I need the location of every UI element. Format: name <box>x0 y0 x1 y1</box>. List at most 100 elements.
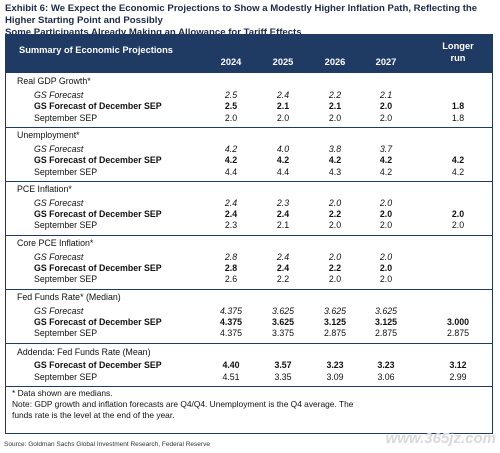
year-header: 2026 <box>324 57 346 67</box>
table-row: GS Forecast 2.4 2.3 2.0 2.0 <box>6 198 492 209</box>
row-label: GS Forecast of December SEP <box>34 316 162 327</box>
table-row: September SEP 2.3 2.1 2.0 2.0 2.0 <box>6 220 492 231</box>
projections-table: Summary of Economic Projections 2024 202… <box>5 34 493 434</box>
cell-longer-run: 1.8 <box>451 112 465 123</box>
cell-value: 3.23 <box>377 359 395 370</box>
cell-value: 2.4 <box>224 209 238 220</box>
table-row: GS Forecast 2.5 2.4 2.2 2.1 <box>6 90 492 101</box>
row-label: Unemployment* <box>17 129 80 140</box>
cell-value: 4.2 <box>328 155 342 166</box>
section-divider <box>6 126 492 128</box>
cell-value: 2.0 <box>328 274 342 285</box>
section-divider <box>6 386 492 388</box>
cell-value: 2.4 <box>276 251 290 262</box>
cell-value: 3.125 <box>323 316 346 327</box>
cell-longer-run: 3.000 <box>446 316 469 327</box>
exhibit-title-line-2: Some Participants Already Making an Allo… <box>5 27 302 38</box>
section-heading: Fed Funds Rate* (Median) <box>6 292 492 303</box>
cell-value: 2.2 <box>328 263 342 273</box>
cell-value: 2.1 <box>276 101 290 112</box>
table-row: September SEP 2.0 2.0 2.0 2.0 1.8 <box>6 113 492 124</box>
cell-value: 2.5 <box>224 90 238 100</box>
cell-value: 3.09 <box>326 371 344 382</box>
cell-value: 2.0 <box>379 274 393 285</box>
table-row: GS Forecast 4.2 4.0 3.8 3.7 <box>6 144 492 155</box>
cell-longer-run: 3.12 <box>449 359 467 370</box>
table-row: September SEP 4.4 4.4 4.3 4.2 4.2 <box>6 167 492 178</box>
cell-value: 2.1 <box>379 90 393 100</box>
longer-run-header: Longer run <box>442 41 474 63</box>
row-label: September SEP <box>34 112 98 123</box>
footnote: * Data shown are medians. <box>12 388 113 399</box>
cell-value: 2.3 <box>224 220 238 231</box>
cell-value: 2.875 <box>323 328 346 339</box>
cell-value: 3.35 <box>274 371 292 382</box>
row-label: GS Forecast of December SEP <box>34 101 162 112</box>
cell-value: 2.1 <box>328 101 342 112</box>
row-label: Core PCE Inflation* <box>17 237 94 248</box>
row-label: GS Forecast of December SEP <box>34 155 162 166</box>
cell-longer-run: 2.0 <box>451 220 465 231</box>
exhibit-title: Exhibit 6: We Expect the Economic Projec… <box>5 3 495 39</box>
section-heading: Unemployment* <box>6 130 492 141</box>
cell-value: 3.625 <box>271 316 294 327</box>
cell-value: 2.0 <box>328 112 342 123</box>
cell-longer-run: 2.875 <box>446 328 469 339</box>
row-label: GS Forecast of December SEP <box>34 359 162 370</box>
table-row: GS Forecast 2.8 2.4 2.0 2.0 <box>6 252 492 263</box>
row-label: GS Forecast <box>34 143 84 154</box>
row-label: GS Forecast of December SEP <box>34 209 162 220</box>
row-label: September SEP <box>34 220 98 231</box>
cell-value: 2.0 <box>224 112 238 123</box>
section-heading: Addenda: Fed Funds Rate (Mean) <box>6 347 492 358</box>
cell-value: 2.875 <box>374 328 397 339</box>
cell-value: 3.375 <box>271 328 294 339</box>
section-heading: PCE Inflation* <box>6 184 492 195</box>
source-line: Source: Goldman Sachs Global Investment … <box>4 441 210 448</box>
cell-value: 4.2 <box>224 155 238 166</box>
watermark: www.365jz.com <box>385 430 496 447</box>
row-label: September SEP <box>34 166 98 177</box>
cell-value: 2.2 <box>276 274 290 285</box>
cell-longer-run: 1.8 <box>451 101 465 112</box>
row-label: Real GDP Growth* <box>17 76 91 86</box>
footnote: funds rate is the level at the end of th… <box>12 410 175 421</box>
section-divider <box>6 180 492 182</box>
section-heading: Core PCE Inflation* <box>6 238 492 249</box>
table-row: GS Forecast of December SEP 4.40 3.57 3.23 3… <box>6 360 492 371</box>
cell-value: 2.4 <box>276 263 290 273</box>
table-row: September SEP 4.51 3.35 3.09 3.06 2.99 <box>6 372 492 383</box>
section-divider <box>6 342 492 344</box>
cell-value: 3.8 <box>328 143 342 154</box>
cell-value: 2.0 <box>328 197 342 208</box>
section-heading: Real GDP Growth* <box>6 76 492 87</box>
cell-value: 4.2 <box>379 166 393 177</box>
table-row: September SEP 2.6 2.2 2.0 2.0 <box>6 274 492 285</box>
cell-value: 4.375 <box>219 328 242 339</box>
cell-value: 2.2 <box>328 209 342 220</box>
cell-value: 3.57 <box>274 359 292 370</box>
cell-value: 2.0 <box>328 220 342 231</box>
cell-value: 2.4 <box>224 197 238 208</box>
cell-value: 2.0 <box>328 251 342 262</box>
year-header: 2027 <box>375 57 397 67</box>
section-divider <box>6 234 492 236</box>
cell-value: 2.8 <box>224 263 238 273</box>
cell-value: 2.0 <box>379 220 393 231</box>
cell-value: 3.23 <box>326 359 344 370</box>
table-row: GS Forecast 4.375 3.625 3.625 3.625 <box>6 306 492 317</box>
cell-value: 4.4 <box>276 166 290 177</box>
cell-value: 2.0 <box>379 251 393 262</box>
row-label: GS Forecast <box>34 90 84 100</box>
cell-value: 3.7 <box>379 143 393 154</box>
cell-value: 3.125 <box>374 316 397 327</box>
table-row: September SEP 4.375 3.375 2.875 2.875 2.875 <box>6 328 492 339</box>
cell-longer-run: 4.2 <box>451 155 465 166</box>
table-header: Summary of Economic Projections 2024 202… <box>6 35 492 73</box>
cell-value: 4.375 <box>219 305 242 316</box>
cell-value: 4.40 <box>222 359 240 370</box>
row-label: Fed Funds Rate* (Median) <box>17 291 121 302</box>
cell-value: 3.06 <box>377 371 395 382</box>
cell-value: 4.51 <box>222 371 240 382</box>
row-label: Addenda: Fed Funds Rate (Mean) <box>17 346 151 357</box>
